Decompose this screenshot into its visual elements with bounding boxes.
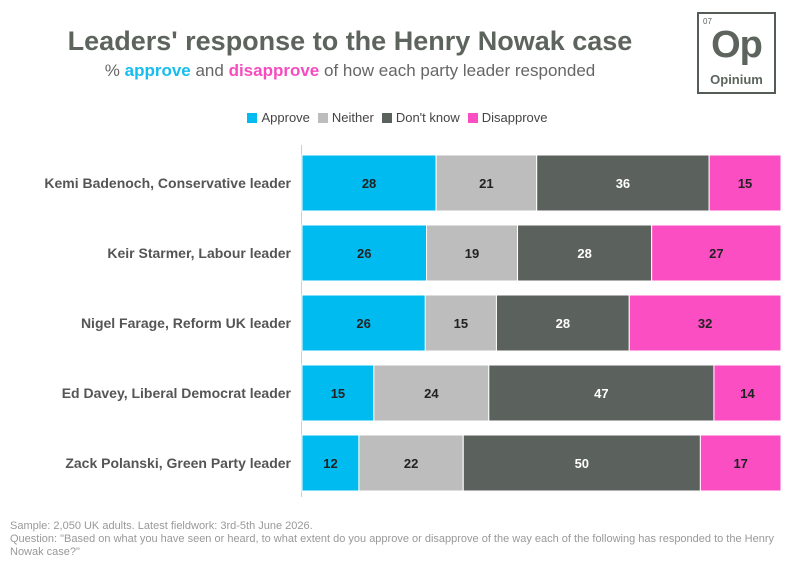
legend-item: Neither <box>317 110 374 125</box>
chart-subtitle: % approve and disapprove of how each par… <box>0 61 700 81</box>
subtitle-disapprove: disapprove <box>228 61 320 80</box>
category-label: Nigel Farage, Reform UK leader <box>81 315 292 331</box>
data-label: 15 <box>454 316 468 331</box>
footer-question: Question: "Based on what you have seen o… <box>10 533 775 558</box>
data-label: 28 <box>362 176 376 191</box>
legend-item: Disapprove <box>467 110 548 125</box>
category-label: Kemi Badenoch, Conservative leader <box>44 175 291 191</box>
bar-segment <box>628 294 782 352</box>
bar-segment <box>462 434 701 492</box>
legend-swatch <box>247 112 258 123</box>
category-label: Zack Polanski, Green Party leader <box>65 455 291 471</box>
data-label: 26 <box>357 246 371 261</box>
chart-title: Leaders' response to the Henry Nowak cas… <box>67 26 633 56</box>
bar-segment <box>651 224 782 282</box>
legend-label: Disapprove <box>481 110 548 125</box>
bar-segment <box>358 434 464 492</box>
logo-symbol: Op <box>711 24 763 66</box>
data-label: 17 <box>733 456 747 471</box>
data-label: 22 <box>404 456 418 471</box>
logo-name: Opinium <box>710 72 763 87</box>
data-label: 15 <box>738 176 752 191</box>
data-label: 32 <box>698 316 712 331</box>
bar-segment <box>373 364 490 422</box>
category-label: Keir Starmer, Labour leader <box>107 245 291 261</box>
legend-item: Don't know <box>381 110 460 125</box>
data-label: 24 <box>424 386 439 401</box>
legend-swatch <box>467 112 478 123</box>
data-label: 14 <box>740 386 755 401</box>
legend-label: Approve <box>261 110 310 125</box>
subtitle-prefix: % <box>104 61 125 80</box>
footer-sample: Sample: 2,050 UK adults. Latest fieldwor… <box>10 520 313 532</box>
category-label: Ed Davey, Liberal Democrat leader <box>62 385 292 401</box>
bar-segment <box>301 364 375 422</box>
logo-number: 07 <box>703 17 712 26</box>
data-label: 27 <box>709 246 723 261</box>
data-label: 19 <box>465 246 479 261</box>
legend-swatch <box>381 112 392 123</box>
bar-segment <box>699 434 782 492</box>
data-label: 28 <box>577 246 591 261</box>
data-label: 21 <box>479 176 493 191</box>
chart-footer: Sample: 2,050 UK adults. Latest fieldwor… <box>10 520 785 559</box>
data-label: 50 <box>575 456 589 471</box>
legend-swatch <box>317 112 328 123</box>
bar-segment <box>435 154 538 212</box>
legend-label: Neither <box>331 110 374 125</box>
data-label: 12 <box>323 456 337 471</box>
bar-segment <box>488 364 715 422</box>
bar-segment <box>424 294 497 352</box>
bar-segment <box>495 294 630 352</box>
subtitle-approve: approve <box>124 61 191 80</box>
subtitle-mid: and <box>190 61 229 80</box>
chart-legend: Approve Neither Don't know Disapprove <box>0 110 795 125</box>
data-label: 47 <box>594 386 608 401</box>
legend-label: Don't know <box>395 110 460 125</box>
opinium-logo: 07 Op Opinium <box>697 12 776 94</box>
bar-segment <box>713 364 782 422</box>
bar-segment <box>426 224 519 282</box>
subtitle-suffix: of how each party leader responded <box>319 61 596 80</box>
bar-segment <box>301 224 428 282</box>
data-label: 36 <box>616 176 630 191</box>
data-label: 28 <box>556 316 570 331</box>
bar-segment <box>708 154 782 212</box>
bar-segment <box>301 434 360 492</box>
bar-segment <box>301 154 437 212</box>
data-label: 15 <box>331 386 345 401</box>
data-label: 26 <box>356 316 370 331</box>
legend-item: Approve <box>247 110 310 125</box>
